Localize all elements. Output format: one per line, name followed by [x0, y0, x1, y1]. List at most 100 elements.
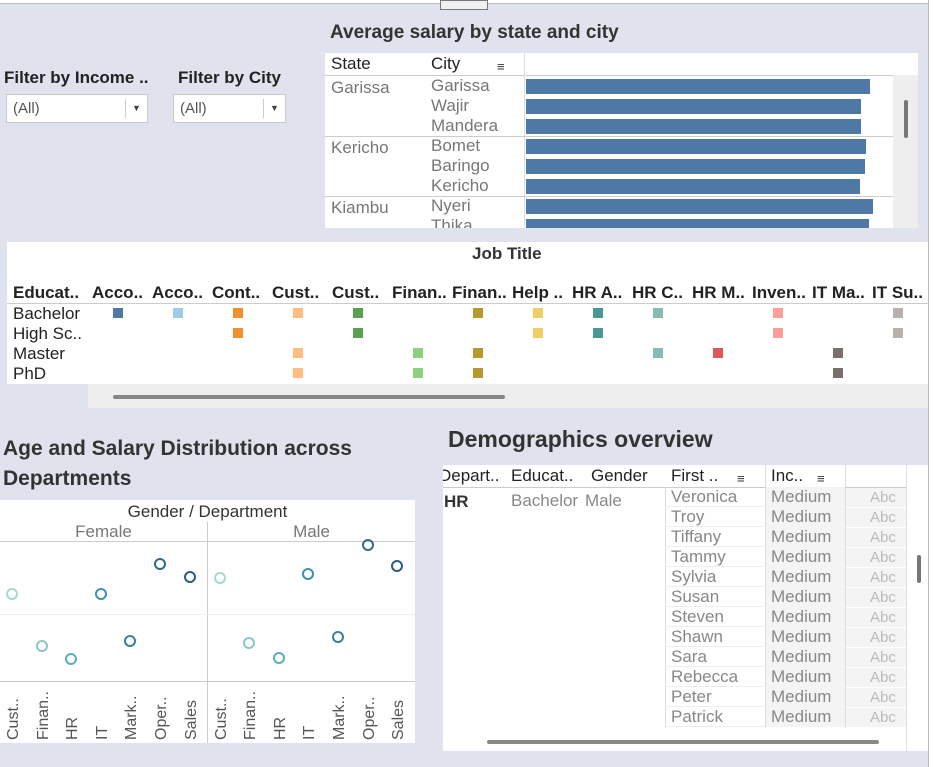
scatter-point[interactable]: [183, 570, 196, 583]
job-cell-mark[interactable]: [293, 348, 303, 358]
scatter-point[interactable]: [331, 630, 344, 643]
job-cell-mark[interactable]: [773, 308, 783, 318]
education-row-label: Bachelor: [13, 304, 81, 323]
education-col-header[interactable]: Educat..: [13, 283, 80, 302]
salary-vscroll[interactable]: [893, 75, 918, 228]
job-col-header[interactable]: Cust..: [272, 283, 320, 302]
job-col-header[interactable]: HR A..: [572, 283, 623, 302]
col-gender[interactable]: Gender: [591, 466, 648, 485]
city-label: Mandera: [431, 116, 499, 135]
col-income[interactable]: Inc..: [771, 466, 804, 485]
job-cell-mark[interactable]: [833, 368, 843, 378]
scatter-point[interactable]: [65, 653, 78, 666]
job-cell-mark[interactable]: [713, 348, 723, 358]
scrollbar-thumb[interactable]: [917, 555, 921, 583]
chevron-down-icon[interactable]: ▼: [125, 99, 147, 118]
demo-hscroll[interactable]: [443, 728, 906, 751]
job-col-header[interactable]: Finan..: [392, 283, 447, 302]
job-col-header[interactable]: Finan..: [452, 283, 507, 302]
salary-bar[interactable]: [526, 159, 865, 174]
job-cell-mark[interactable]: [653, 348, 663, 358]
scatter-point[interactable]: [272, 652, 285, 665]
salary-bar[interactable]: [526, 219, 869, 228]
scatter-point[interactable]: [213, 572, 226, 585]
income-cell: Medium: [766, 667, 845, 687]
scatter-point[interactable]: [94, 588, 107, 601]
demo-vscroll[interactable]: [907, 465, 928, 751]
col-education[interactable]: Educat..: [511, 466, 574, 485]
salary-bar[interactable]: [526, 99, 861, 114]
job-cell-mark[interactable]: [413, 368, 423, 378]
job-cell-mark[interactable]: [353, 328, 363, 338]
job-cell-mark[interactable]: [293, 308, 303, 318]
job-hscroll[interactable]: [88, 384, 928, 408]
job-cell-mark[interactable]: [893, 308, 903, 318]
job-col-header[interactable]: IT Ma..: [812, 283, 865, 302]
resize-grip[interactable]: [440, 0, 488, 10]
scrollbar-thumb[interactable]: [904, 100, 908, 138]
sort-icon[interactable]: ≡: [817, 471, 825, 486]
demo-header-divider: [443, 487, 906, 488]
job-col-header[interactable]: Acco..: [92, 283, 144, 302]
col-department[interactable]: Depart..: [443, 466, 500, 485]
first-name-cell: Tiffany: [671, 527, 722, 546]
job-cell-mark[interactable]: [533, 328, 543, 338]
job-col-header[interactable]: HR C..: [632, 283, 683, 302]
salary-bar[interactable]: [526, 199, 873, 214]
job-col-header[interactable]: Help ..: [512, 283, 564, 302]
column-divider: [765, 465, 766, 751]
x-tick-label: IT: [301, 725, 319, 740]
city-filter-dropdown[interactable]: (All) ▼: [173, 94, 286, 123]
job-col-header[interactable]: Cust..: [332, 283, 380, 302]
job-cell-mark[interactable]: [233, 308, 243, 318]
job-cell-mark[interactable]: [353, 308, 363, 318]
job-col-header[interactable]: HR M..: [692, 283, 745, 302]
job-cell-mark[interactable]: [473, 348, 483, 358]
salary-bar[interactable]: [526, 79, 870, 94]
first-name-cell: Peter: [671, 687, 712, 706]
job-col-header[interactable]: IT Su..: [872, 283, 923, 302]
job-cell-mark[interactable]: [833, 348, 843, 358]
scrollbar-thumb[interactable]: [487, 740, 879, 744]
job-cell-mark[interactable]: [113, 308, 123, 318]
city-label: Garissa: [431, 76, 490, 95]
income-filter-dropdown[interactable]: (All) ▼: [6, 94, 148, 123]
job-cell-mark[interactable]: [413, 348, 423, 358]
scatter-point[interactable]: [35, 640, 48, 653]
job-cell-mark[interactable]: [233, 328, 243, 338]
job-cell-mark[interactable]: [473, 368, 483, 378]
job-cell-mark[interactable]: [653, 308, 663, 318]
scatter-point[interactable]: [243, 637, 256, 650]
job-col-header[interactable]: Inven..: [752, 283, 806, 302]
col-state[interactable]: State: [331, 54, 371, 73]
col-city[interactable]: City: [431, 54, 461, 73]
salary-bar[interactable]: [526, 139, 866, 154]
job-cell-mark[interactable]: [893, 328, 903, 338]
scatter-point[interactable]: [124, 634, 137, 647]
job-cell-mark[interactable]: [173, 308, 183, 318]
scatter-point[interactable]: [6, 588, 18, 601]
salary-bar[interactable]: [526, 179, 860, 194]
sort-icon[interactable]: ≡: [497, 59, 505, 74]
scatter-point[interactable]: [302, 568, 315, 581]
job-col-header[interactable]: Acco..: [152, 283, 204, 302]
job-cell-mark[interactable]: [593, 308, 603, 318]
job-cell-mark[interactable]: [773, 328, 783, 338]
col-first-name[interactable]: First ..: [671, 466, 719, 485]
salary-bar[interactable]: [526, 119, 861, 134]
abc-placeholder-cell: Abc: [846, 548, 906, 567]
sort-icon[interactable]: ≡: [737, 471, 745, 486]
city-label: Baringo: [431, 156, 490, 175]
scatter-point[interactable]: [391, 560, 404, 573]
chevron-down-icon[interactable]: ▼: [263, 99, 285, 118]
income-filter-value: (All): [13, 100, 40, 117]
scatter-point[interactable]: [154, 557, 166, 570]
job-cell-mark[interactable]: [593, 328, 603, 338]
job-cell-mark[interactable]: [533, 308, 543, 318]
job-col-header[interactable]: Cont..: [212, 283, 261, 302]
job-cell-mark[interactable]: [293, 368, 303, 378]
gridline: [0, 614, 415, 615]
scrollbar-thumb[interactable]: [113, 395, 505, 399]
job-cell-mark[interactable]: [473, 308, 483, 318]
scatter-point[interactable]: [361, 539, 374, 551]
